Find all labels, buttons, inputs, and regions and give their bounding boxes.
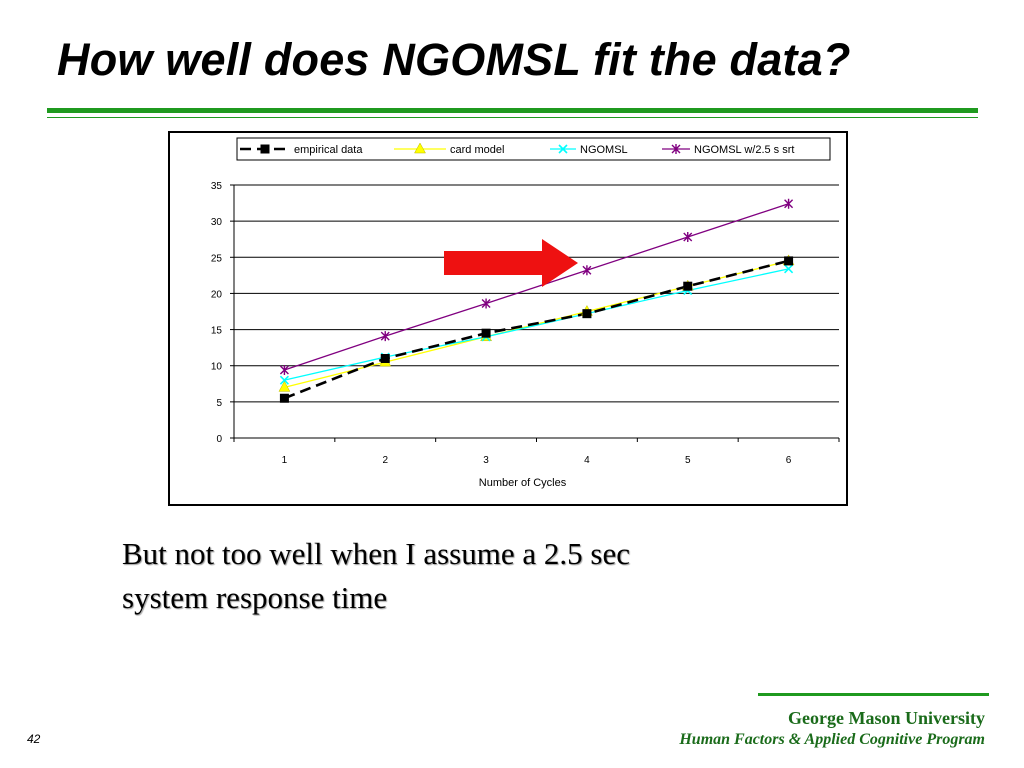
- x-tick-label: 3: [483, 455, 489, 466]
- legend-marker: [558, 144, 568, 154]
- legend-marker: [414, 142, 426, 154]
- y-tick-label: 35: [211, 181, 223, 192]
- x-tick-label: 5: [685, 455, 691, 466]
- data-point: [683, 281, 693, 291]
- slide-title: How well does NGOMSL fit the data?: [57, 34, 851, 85]
- series-line: [284, 203, 789, 371]
- data-point: [784, 256, 794, 266]
- x-tick-label: 4: [584, 455, 590, 466]
- data-point: [278, 380, 291, 392]
- data-point: [683, 232, 693, 243]
- body-line-2: system response time: [122, 580, 388, 615]
- y-tick-label: 15: [211, 326, 223, 337]
- series-line: [283, 259, 789, 400]
- y-tick-label: 5: [216, 398, 222, 409]
- body-line-1: But not too well when I assume a 2.5 sec: [122, 536, 630, 571]
- legend-box: [236, 137, 831, 161]
- y-tick-label: 25: [211, 253, 223, 264]
- annotation-arrow: [444, 239, 578, 287]
- body-text: But not too well when I assume a 2.5 sec…: [122, 532, 630, 620]
- line-chart: 0 5 10 15 20 25 30 35 1 2 3 4 5 6 Number of Cycles empi…: [211, 137, 840, 489]
- y-tick-label: 10: [211, 362, 223, 373]
- legend-marker: [260, 144, 270, 154]
- legend-label: NGOMSL: [580, 144, 628, 156]
- legend-label: empirical data: [294, 144, 363, 156]
- page-number: 42: [27, 732, 41, 746]
- title-divider-thin: [47, 117, 978, 118]
- series-line: [284, 268, 789, 381]
- data-point: [279, 365, 289, 376]
- y-tick-label: 0: [216, 434, 222, 445]
- x-tick-label: 1: [282, 455, 288, 466]
- data-point: [380, 331, 390, 342]
- y-tick-label: 20: [211, 289, 223, 300]
- x-axis-title: Number of Cycles: [479, 477, 567, 489]
- data-point: [582, 309, 592, 319]
- data-point: [279, 375, 289, 385]
- legend-label: NGOMSL w/2.5 s srt: [694, 144, 794, 156]
- data-point: [481, 328, 491, 338]
- footer-program: Human Factors & Applied Cognitive Progra…: [679, 731, 985, 748]
- data-point: [582, 265, 592, 276]
- data-point: [784, 198, 794, 209]
- y-tick-label: 30: [211, 217, 223, 228]
- title-divider-thick: [47, 108, 978, 113]
- x-tick-label: 2: [382, 455, 388, 466]
- data-point: [279, 393, 289, 403]
- footer-university: George Mason University: [788, 708, 985, 728]
- data-point: [481, 298, 491, 309]
- legend-label: card model: [450, 144, 504, 156]
- data-point: [784, 264, 794, 274]
- footer-divider: [758, 693, 989, 696]
- legend-marker: [671, 144, 681, 154]
- data-point: [380, 353, 390, 363]
- x-tick-label: 6: [786, 455, 792, 466]
- chart-frame: [168, 131, 848, 506]
